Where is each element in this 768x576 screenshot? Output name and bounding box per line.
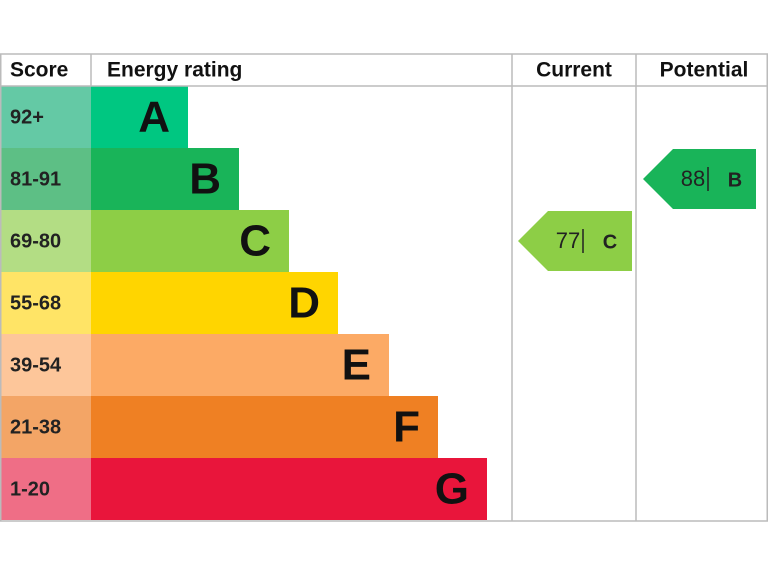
score-label: 1-20 bbox=[10, 478, 50, 500]
current-arrow: 77 C bbox=[518, 211, 632, 271]
rating-letter: A bbox=[138, 93, 170, 142]
rating-letter: C bbox=[239, 217, 271, 266]
score-cell bbox=[0, 86, 91, 148]
rating-letter: B bbox=[189, 155, 221, 204]
rating-letter: D bbox=[288, 279, 320, 328]
score-label: 55-68 bbox=[10, 292, 61, 314]
rating-bar bbox=[91, 148, 239, 210]
score-label: 69-80 bbox=[10, 230, 61, 252]
table-border bbox=[0, 53, 768, 522]
score-cell bbox=[0, 148, 91, 210]
arrow-value: 77 bbox=[556, 228, 580, 253]
score-cell bbox=[0, 458, 91, 520]
header-potential: Potential bbox=[660, 59, 749, 82]
rating-bar bbox=[91, 396, 438, 458]
score-label: 92+ bbox=[10, 106, 44, 128]
rating-letter: G bbox=[435, 465, 469, 514]
arrow-value: 88 bbox=[681, 166, 705, 191]
score-label: 81-91 bbox=[10, 168, 61, 190]
rating-bar bbox=[91, 272, 338, 334]
header-current: Current bbox=[536, 59, 612, 82]
potential-arrow: 88 B bbox=[643, 149, 756, 209]
rating-bar bbox=[91, 210, 289, 272]
score-label: 39-54 bbox=[10, 354, 62, 376]
rating-letter: E bbox=[342, 341, 371, 390]
rating-bar bbox=[91, 86, 188, 148]
header-score: Score bbox=[10, 59, 68, 82]
arrow-letter: C bbox=[603, 231, 617, 253]
arrow-shape bbox=[518, 211, 632, 271]
score-cell bbox=[0, 396, 91, 458]
grid bbox=[0, 53, 768, 522]
arrow-shape bbox=[643, 149, 756, 209]
rating-letter: F bbox=[393, 403, 420, 452]
score-cell bbox=[0, 334, 91, 396]
arrow-letter: B bbox=[728, 169, 742, 191]
score-label: 21-38 bbox=[10, 416, 61, 438]
score-cell bbox=[0, 210, 91, 272]
rating-bar bbox=[91, 458, 487, 520]
rating-bar bbox=[91, 334, 389, 396]
score-cell bbox=[0, 272, 91, 334]
header-energy-rating: Energy rating bbox=[107, 59, 242, 82]
